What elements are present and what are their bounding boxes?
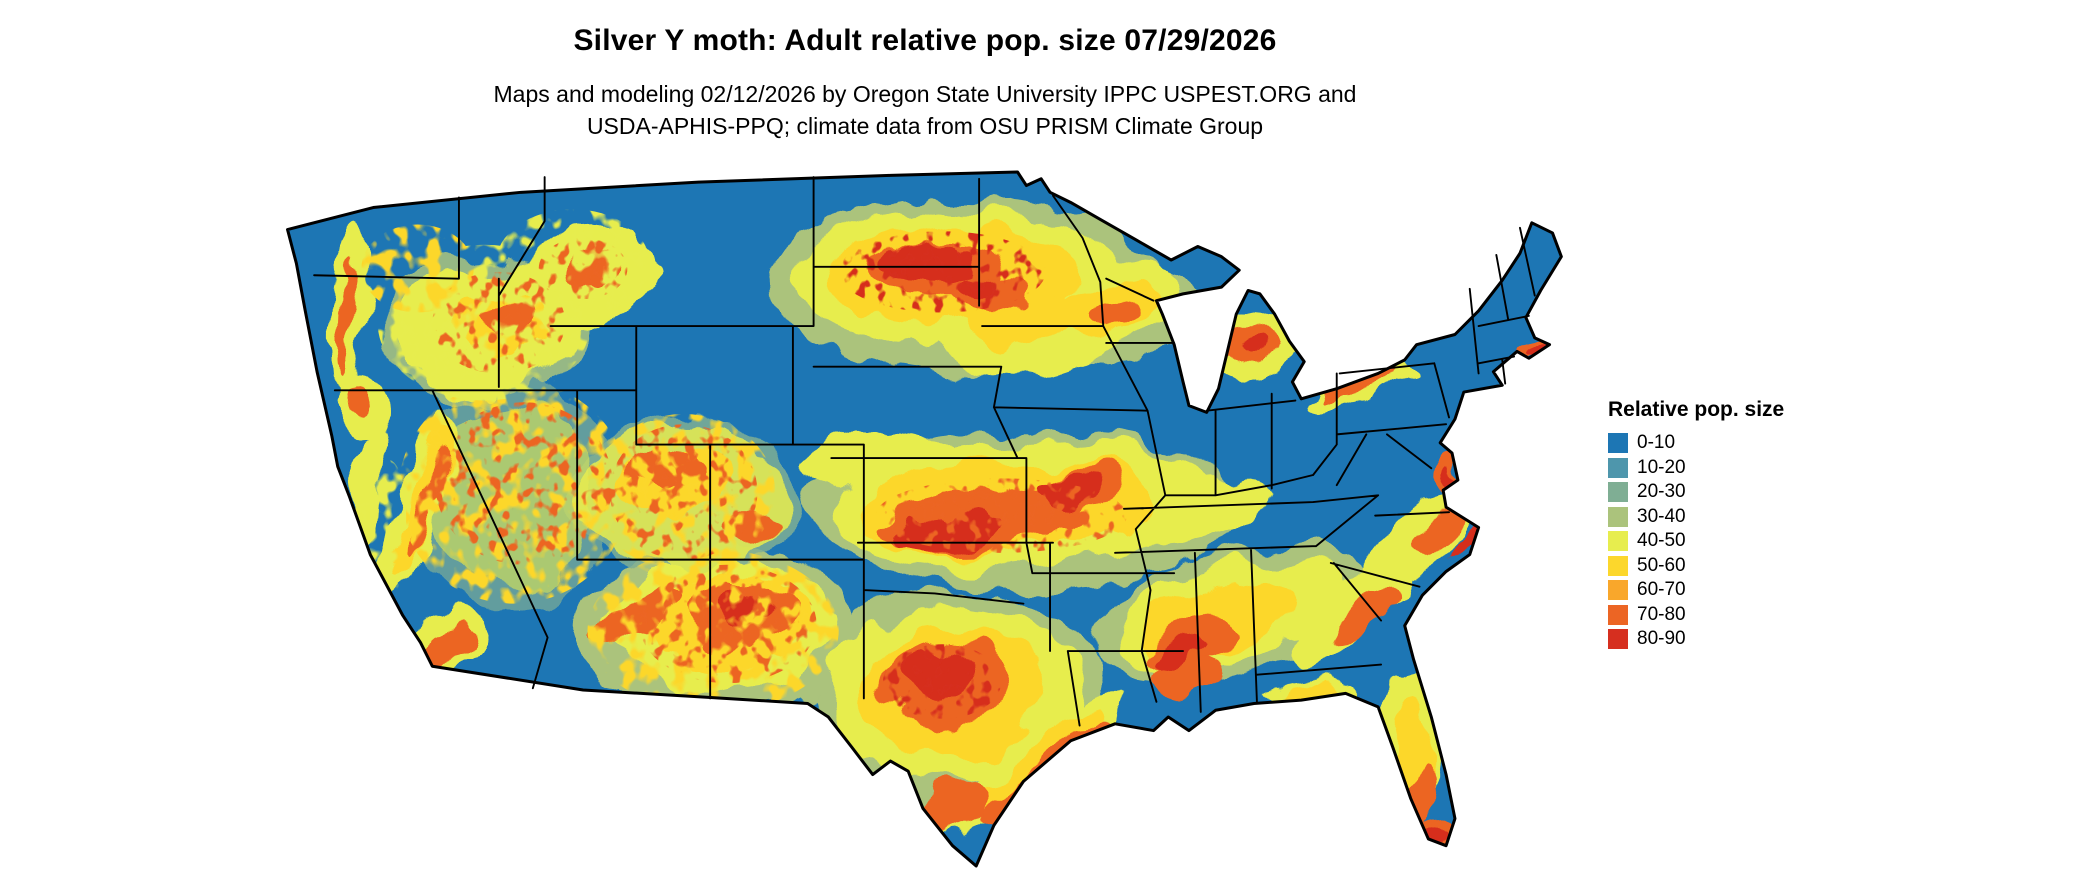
us-outline <box>288 172 1562 866</box>
legend-item: 10-20 <box>1608 456 1848 481</box>
legend-swatch-20-30 <box>1608 482 1628 503</box>
legend-swatch-50-60 <box>1608 555 1628 576</box>
legend-label: 80-90 <box>1637 628 1686 650</box>
legend-item: 50-60 <box>1608 554 1848 579</box>
legend-label: 30-40 <box>1637 505 1686 527</box>
legend-item: 70-80 <box>1608 603 1848 628</box>
legend-swatch-60-70 <box>1608 580 1628 601</box>
subtitle-line-1: Maps and modeling 02/12/2026 by Oregon S… <box>493 81 1357 107</box>
figure-header: Silver Y moth: Adult relative pop. size … <box>0 24 1850 142</box>
legend-title: Relative pop. size <box>1608 398 1785 421</box>
legend-label: 60-70 <box>1637 579 1686 601</box>
legend-item: 60-70 <box>1608 578 1848 603</box>
legend-label: 10-20 <box>1637 456 1686 478</box>
us-map <box>255 150 1585 888</box>
legend-swatch-80-90 <box>1608 629 1628 650</box>
legend-item: 20-30 <box>1608 480 1848 505</box>
page-title: Silver Y moth: Adult relative pop. size … <box>573 24 1277 57</box>
us-map-svg <box>255 150 1585 888</box>
legend-label: 70-80 <box>1637 603 1686 625</box>
legend-label: 20-30 <box>1637 481 1686 503</box>
legend-swatch-40-50 <box>1608 531 1628 552</box>
legend-item: 80-90 <box>1608 627 1848 652</box>
state-borders <box>314 177 1535 725</box>
legend-swatch-30-40 <box>1608 506 1628 527</box>
legend-swatch-70-80 <box>1608 604 1628 625</box>
legend-item: 30-40 <box>1608 505 1848 530</box>
legend-label: 0-10 <box>1637 432 1676 454</box>
legend-swatch-0-10 <box>1608 433 1628 454</box>
legend-label: 50-60 <box>1637 554 1686 576</box>
legend-label: 40-50 <box>1637 530 1686 552</box>
map-legend: Relative pop. size 0-10 10-20 20-30 30-4… <box>1608 398 1848 652</box>
subtitle-line-2: USDA-APHIS-PPQ; climate data from OSU PR… <box>586 113 1264 139</box>
legend-item: 40-50 <box>1608 529 1848 554</box>
map-raster <box>287 172 1562 866</box>
legend-swatch-10-20 <box>1608 457 1628 478</box>
legend-item: 0-10 <box>1608 431 1848 456</box>
figure-subtitle: Maps and modeling 02/12/2026 by Oregon S… <box>0 78 1850 142</box>
